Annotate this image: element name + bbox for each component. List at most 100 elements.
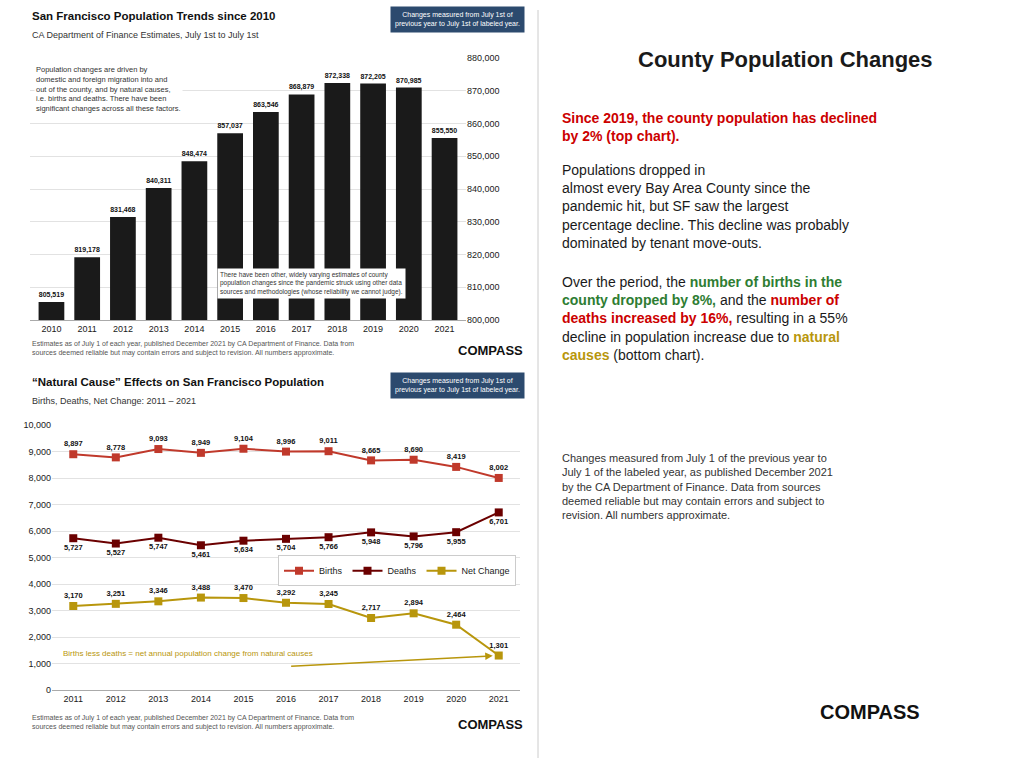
- svg-text:CA Department of Finance Estim: CA Department of Finance Estimates, July…: [32, 30, 259, 40]
- svg-text:2012: 2012: [106, 694, 126, 704]
- svg-text:868,879: 868,879: [289, 83, 314, 91]
- svg-text:5,796: 5,796: [404, 541, 423, 550]
- svg-text:2018: 2018: [361, 694, 381, 704]
- svg-text:2,894: 2,894: [404, 598, 424, 607]
- svg-text:2015: 2015: [233, 694, 253, 704]
- svg-text:9,000: 9,000: [28, 447, 51, 457]
- svg-text:2021: 2021: [489, 694, 509, 704]
- svg-text:Deaths: Deaths: [388, 566, 417, 576]
- svg-text:6,701: 6,701: [489, 517, 508, 526]
- svg-text:2012: 2012: [113, 324, 133, 334]
- svg-text:5,000: 5,000: [28, 553, 51, 563]
- svg-text:COMPASS: COMPASS: [820, 701, 920, 723]
- svg-text:0: 0: [46, 685, 51, 695]
- svg-text:9,104: 9,104: [234, 434, 254, 443]
- svg-text:2013: 2013: [149, 324, 169, 334]
- svg-text:Births, Deaths, Net Change: 20: Births, Deaths, Net Change: 2011 – 2021: [32, 396, 196, 406]
- svg-text:Populations dropped inalmost e: Populations dropped inalmost every Bay A…: [562, 162, 849, 251]
- svg-text:2014: 2014: [191, 694, 211, 704]
- svg-text:9,011: 9,011: [319, 436, 337, 445]
- svg-text:830,000: 830,000: [467, 217, 500, 227]
- svg-text:8,419: 8,419: [447, 452, 466, 461]
- svg-text:1,301: 1,301: [489, 641, 508, 650]
- svg-text:2011: 2011: [78, 324, 97, 334]
- svg-text:10,000: 10,000: [23, 420, 51, 430]
- svg-text:2010: 2010: [41, 324, 61, 334]
- svg-text:2018: 2018: [327, 324, 347, 334]
- svg-text:820,000: 820,000: [467, 250, 500, 260]
- svg-text:Births less deaths = net annua: Births less deaths = net annual populati…: [63, 649, 313, 658]
- svg-text:2,464: 2,464: [447, 610, 467, 619]
- svg-text:5,747: 5,747: [149, 542, 168, 551]
- svg-text:855,550: 855,550: [432, 127, 457, 135]
- svg-text:Estimates as of July 1 of each: Estimates as of July 1 of each year, pub…: [32, 714, 354, 731]
- svg-text:Estimates as of July 1 of each: Estimates as of July 1 of each year, pub…: [32, 340, 354, 357]
- svg-text:800,000: 800,000: [467, 315, 500, 325]
- svg-text:2,717: 2,717: [362, 603, 381, 612]
- svg-text:COMPASS: COMPASS: [458, 343, 523, 358]
- svg-text:2021: 2021: [435, 324, 455, 334]
- svg-text:Changes measured from July 1 o: Changes measured from July 1 of the prev…: [562, 452, 833, 521]
- svg-text:831,468: 831,468: [110, 206, 135, 214]
- svg-text:Population changes are driven: Population changes are driven bydomestic…: [36, 65, 181, 113]
- svg-text:5,461: 5,461: [192, 550, 211, 559]
- svg-text:8,778: 8,778: [106, 443, 125, 452]
- svg-text:2015: 2015: [220, 324, 240, 334]
- svg-text:872,205: 872,205: [360, 73, 385, 81]
- svg-text:872,338: 872,338: [325, 72, 350, 80]
- svg-text:8,000: 8,000: [28, 473, 51, 483]
- svg-text:San Francisco Population Trend: San Francisco Population Trends since 20…: [32, 10, 276, 22]
- svg-text:848,474: 848,474: [182, 150, 207, 158]
- svg-text:5,634: 5,634: [234, 545, 254, 554]
- svg-text:2013: 2013: [148, 694, 168, 704]
- svg-text:8,002: 8,002: [489, 463, 508, 472]
- svg-text:Over the period, the number of: Over the period, the number of births in…: [562, 274, 848, 363]
- svg-text:4,000: 4,000: [28, 579, 51, 589]
- svg-text:2020: 2020: [446, 694, 466, 704]
- svg-text:3,000: 3,000: [28, 606, 51, 616]
- svg-text:850,000: 850,000: [467, 151, 500, 161]
- svg-text:Changes measured from July 1st: Changes measured from July 1st ofpreviou…: [395, 11, 520, 28]
- svg-text:Changes measured from July 1st: Changes measured from July 1st ofpreviou…: [395, 377, 520, 394]
- svg-text:840,000: 840,000: [467, 184, 500, 194]
- svg-text:2019: 2019: [404, 694, 424, 704]
- svg-text:8,665: 8,665: [362, 446, 381, 455]
- svg-text:3,488: 3,488: [192, 583, 211, 592]
- svg-text:8,690: 8,690: [404, 445, 423, 454]
- svg-text:There have been other, widely: There have been other, widely varying es…: [220, 271, 403, 296]
- svg-text:3,170: 3,170: [64, 591, 83, 600]
- svg-text:3,251: 3,251: [106, 589, 125, 598]
- svg-text:COMPASS: COMPASS: [458, 717, 523, 732]
- svg-text:3,346: 3,346: [149, 586, 168, 595]
- svg-text:2019: 2019: [363, 324, 383, 334]
- svg-text:2017: 2017: [292, 324, 312, 334]
- svg-text:840,311: 840,311: [146, 177, 171, 185]
- svg-text:2014: 2014: [184, 324, 204, 334]
- svg-text:3,245: 3,245: [319, 589, 338, 598]
- svg-text:5,955: 5,955: [447, 537, 466, 546]
- svg-text:2016: 2016: [276, 694, 296, 704]
- svg-text:810,000: 810,000: [467, 282, 500, 292]
- svg-text:2016: 2016: [256, 324, 276, 334]
- svg-text:5,527: 5,527: [106, 548, 125, 557]
- svg-text:5,704: 5,704: [277, 543, 297, 552]
- svg-text:860,000: 860,000: [467, 119, 500, 129]
- svg-text:819,178: 819,178: [74, 246, 99, 254]
- svg-text:2,000: 2,000: [28, 632, 51, 642]
- svg-text:8,996: 8,996: [277, 437, 296, 446]
- svg-text:“Natural Cause” Effects on San: “Natural Cause” Effects on San Francisco…: [32, 376, 324, 388]
- svg-text:3,292: 3,292: [277, 588, 296, 597]
- svg-text:8,897: 8,897: [64, 439, 83, 448]
- svg-text:2017: 2017: [319, 694, 339, 704]
- svg-text:Since 2019, the county populat: Since 2019, the county population has de…: [562, 110, 877, 144]
- svg-text:5,727: 5,727: [64, 543, 83, 552]
- svg-text:6,000: 6,000: [28, 526, 51, 536]
- svg-text:2011: 2011: [64, 694, 83, 704]
- svg-text:870,000: 870,000: [467, 86, 500, 96]
- svg-text:County Population Changes: County Population Changes: [638, 47, 933, 72]
- svg-text:8,949: 8,949: [192, 438, 211, 447]
- svg-text:805,519: 805,519: [39, 291, 64, 299]
- svg-text:870,985: 870,985: [396, 77, 421, 85]
- svg-text:1,000: 1,000: [28, 659, 51, 669]
- svg-text:863,546: 863,546: [253, 101, 278, 109]
